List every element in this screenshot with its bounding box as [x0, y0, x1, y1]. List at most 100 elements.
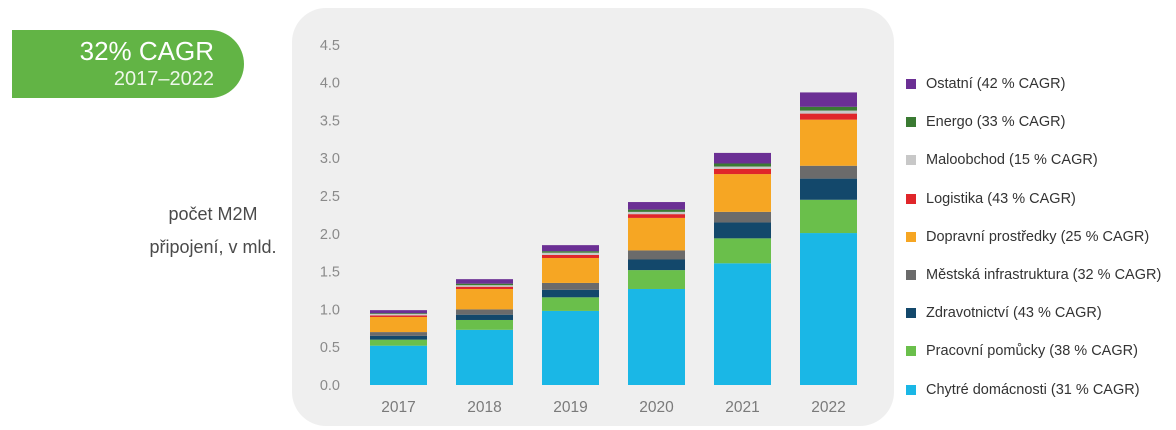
bar-segment-2022-8	[800, 106, 857, 111]
bar-segment-2020-9	[628, 202, 685, 210]
bar-segment-2022-1	[800, 233, 857, 385]
legend-item: Maloobchod (15 % CAGR)	[906, 141, 1174, 179]
legend-item: Ostatní (42 % CAGR)	[906, 65, 1174, 103]
chart-legend: Ostatní (42 % CAGR) Energo (33 % CAGR) Mal…	[906, 65, 1174, 409]
bar-segment-2021-6	[714, 168, 771, 175]
y-tick-label: 2.5	[320, 189, 340, 205]
legend-label: Ostatní (42 % CAGR)	[926, 76, 1066, 93]
y-tick-label: 0.0	[320, 378, 340, 394]
bar-segment-2019-3	[542, 289, 599, 298]
bar-segment-2017-8	[370, 313, 427, 314]
bar-segment-2020-1	[628, 288, 685, 385]
x-tick-label: 2020	[639, 399, 674, 416]
y-axis-label-line-1: počet M2M	[168, 204, 258, 224]
x-tick-label: 2017	[381, 399, 415, 416]
bar-segment-2019-6	[542, 254, 599, 258]
bar-segment-2018-3	[456, 314, 513, 320]
bar-segment-2017-7	[370, 313, 427, 316]
bar-segment-2020-5	[628, 217, 685, 251]
legend-swatch	[906, 270, 916, 281]
bar-segment-2022-5	[800, 119, 857, 166]
bar-segment-2022-3	[800, 178, 857, 200]
chart-panel: 0.0 0.5 1.0 1.5 2.0 2.5 3.0 3.5 4.0 4.5 2017 2018 20…	[292, 8, 894, 426]
legend-label: Logistika (43 % CAGR)	[926, 190, 1076, 207]
bar-segment-2022-2	[800, 199, 857, 234]
legend-item: Pracovní pomůcky (38 % CAGR)	[906, 332, 1174, 370]
bar-segment-2018-6	[456, 286, 513, 289]
bar-segment-2021-1	[714, 263, 771, 385]
bar-segment-2017-4	[370, 332, 427, 336]
legend-swatch	[906, 384, 916, 395]
y-tick-label: 4.0	[320, 76, 340, 92]
legend-label: Pracovní pomůcky (38 % CAGR)	[926, 343, 1138, 360]
bar-segment-2022-4	[800, 165, 857, 179]
bar-segment-2018-4	[456, 309, 513, 315]
legend-swatch	[906, 155, 916, 166]
legend-item: Dopravní prostředky (25 % CAGR)	[906, 218, 1174, 256]
bar-segment-2019-5	[542, 257, 599, 283]
legend-item: Energo (33 % CAGR)	[906, 103, 1174, 141]
bar-segment-2021-8	[714, 163, 771, 167]
bar-segment-2017-2	[370, 339, 427, 346]
y-axis-label: počet M2M připojení, v mld.	[118, 198, 308, 264]
bar-segment-2020-6	[628, 214, 685, 218]
bar-segment-2018-1	[456, 329, 513, 385]
stacked-bar-chart: 0.0 0.5 1.0 1.5 2.0 2.5 3.0 3.5 4.0 4.5 2017 2018 20…	[320, 38, 857, 416]
bar-segment-2021-5	[714, 174, 771, 212]
bar-segment-2017-1	[370, 345, 427, 385]
legend-swatch	[906, 231, 916, 242]
bar-segment-2019-9	[542, 245, 599, 252]
legend-label: Městská infrastruktura (32 % CAGR)	[926, 267, 1162, 284]
y-tick-label: 3.0	[320, 151, 340, 167]
bar-segment-2018-9	[456, 279, 513, 284]
y-tick-label: 2.0	[320, 227, 340, 243]
bar-segment-2021-3	[714, 222, 771, 239]
x-tick-label: 2022	[811, 399, 845, 416]
bar-segment-2019-8	[542, 251, 599, 253]
legend-label: Zdravotnictví (43 % CAGR)	[926, 305, 1102, 322]
bar-segment-2018-8	[456, 283, 513, 286]
legend-label: Chytré domácnosti (31 % CAGR)	[926, 381, 1140, 398]
cagr-period: 2017–2022	[113, 68, 214, 90]
bar-segment-2017-6	[370, 315, 427, 317]
cagr-value: 32% CAGR	[79, 36, 214, 66]
x-tick-label: 2019	[553, 399, 587, 416]
bar-segment-2020-7	[628, 211, 685, 215]
legend-swatch	[906, 117, 916, 128]
legend-item: Chytré domácnosti (31 % CAGR)	[906, 371, 1174, 409]
bar-segment-2021-7	[714, 166, 771, 169]
x-tick-label: 2021	[725, 399, 759, 416]
bar-segment-2017-9	[370, 310, 427, 314]
bar-segment-2022-6	[800, 113, 857, 120]
y-tick-label: 1.0	[320, 302, 340, 318]
cagr-badge: 32% CAGR 2017–2022	[12, 30, 244, 98]
x-tick-label: 2018	[467, 399, 501, 416]
y-tick-label: 4.5	[320, 38, 340, 54]
bar-segment-2019-7	[542, 252, 599, 255]
bar-segment-2019-2	[542, 297, 599, 311]
bar-segment-2020-2	[628, 270, 685, 289]
bar-segment-2018-5	[456, 288, 513, 310]
legend-swatch	[906, 308, 916, 319]
bar-segment-2020-3	[628, 259, 685, 271]
bar-segment-2018-2	[456, 319, 513, 330]
legend-swatch	[906, 79, 916, 90]
legend-swatch	[906, 193, 916, 204]
legend-label: Dopravní prostředky (25 % CAGR)	[926, 228, 1150, 245]
bar-segment-2021-9	[714, 152, 771, 164]
bar-segment-2020-8	[628, 209, 685, 212]
y-tick-label: 0.5	[320, 340, 340, 356]
bar-segment-2019-1	[542, 310, 599, 385]
legend-label: Maloobchod (15 % CAGR)	[926, 152, 1098, 169]
bar-segment-2021-4	[714, 211, 771, 223]
bar-segment-2022-9	[800, 92, 857, 107]
legend-item: Městská infrastruktura (32 % CAGR)	[906, 256, 1174, 294]
legend-item: Zdravotnictví (43 % CAGR)	[906, 294, 1174, 332]
bar-segment-2019-4	[542, 282, 599, 290]
bar-segment-2021-2	[714, 238, 771, 264]
bar-segment-2017-3	[370, 335, 427, 340]
legend-item: Logistika (43 % CAGR)	[906, 180, 1174, 218]
legend-swatch	[906, 346, 916, 357]
bar-segment-2022-7	[800, 110, 857, 114]
bar-segment-2020-4	[628, 250, 685, 260]
